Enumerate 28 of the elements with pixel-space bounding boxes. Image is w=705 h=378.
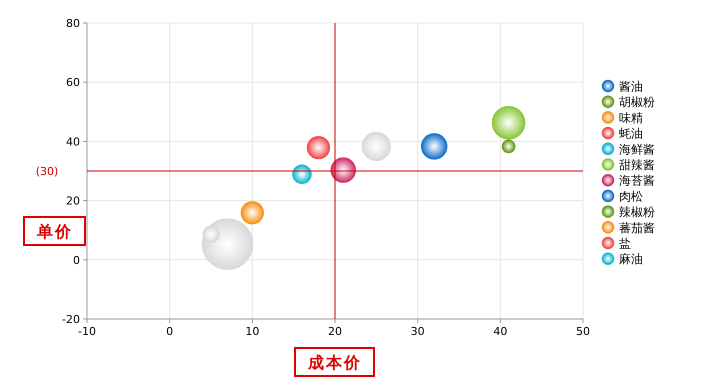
y-tick-label: 80	[66, 17, 80, 30]
legend-label: 麻油	[619, 252, 643, 266]
legend-label: 蕃茄酱	[619, 220, 655, 235]
legend-label: 甜辣酱	[619, 158, 655, 172]
y-tick-label: -20	[62, 313, 80, 326]
y-tick-label: 0	[73, 254, 80, 267]
legend-label: 盐	[619, 236, 631, 250]
x-tick-label: 40	[493, 325, 508, 338]
y-tick-label: 40	[66, 135, 80, 148]
legend-label: 辣椒粉	[619, 205, 655, 220]
legend-label: 蚝油	[619, 126, 643, 141]
legend-label: 胡椒粉	[619, 95, 655, 110]
y-tick-label: 60	[66, 76, 80, 90]
x-tick-label: 20	[328, 325, 342, 338]
ref-line-label: (30)	[36, 165, 58, 178]
x-tick-label: -10	[78, 325, 96, 338]
y-axis-title: 单价	[36, 222, 73, 241]
legend-label: 肉松	[619, 189, 643, 204]
legend-label: 酱油	[619, 80, 643, 94]
x-tick-label: 30	[410, 325, 425, 338]
legend-label: 海鲜酱	[619, 142, 655, 156]
x-axis-title: 成本价	[307, 353, 362, 372]
x-tick-label: 0	[166, 325, 174, 338]
x-tick-label: 50	[576, 325, 590, 338]
legend-label: 海苔酱	[619, 174, 655, 188]
y-tick-label: 20	[66, 194, 80, 208]
x-tick-label: 10	[245, 325, 260, 338]
legend-label: 味精	[619, 110, 643, 125]
